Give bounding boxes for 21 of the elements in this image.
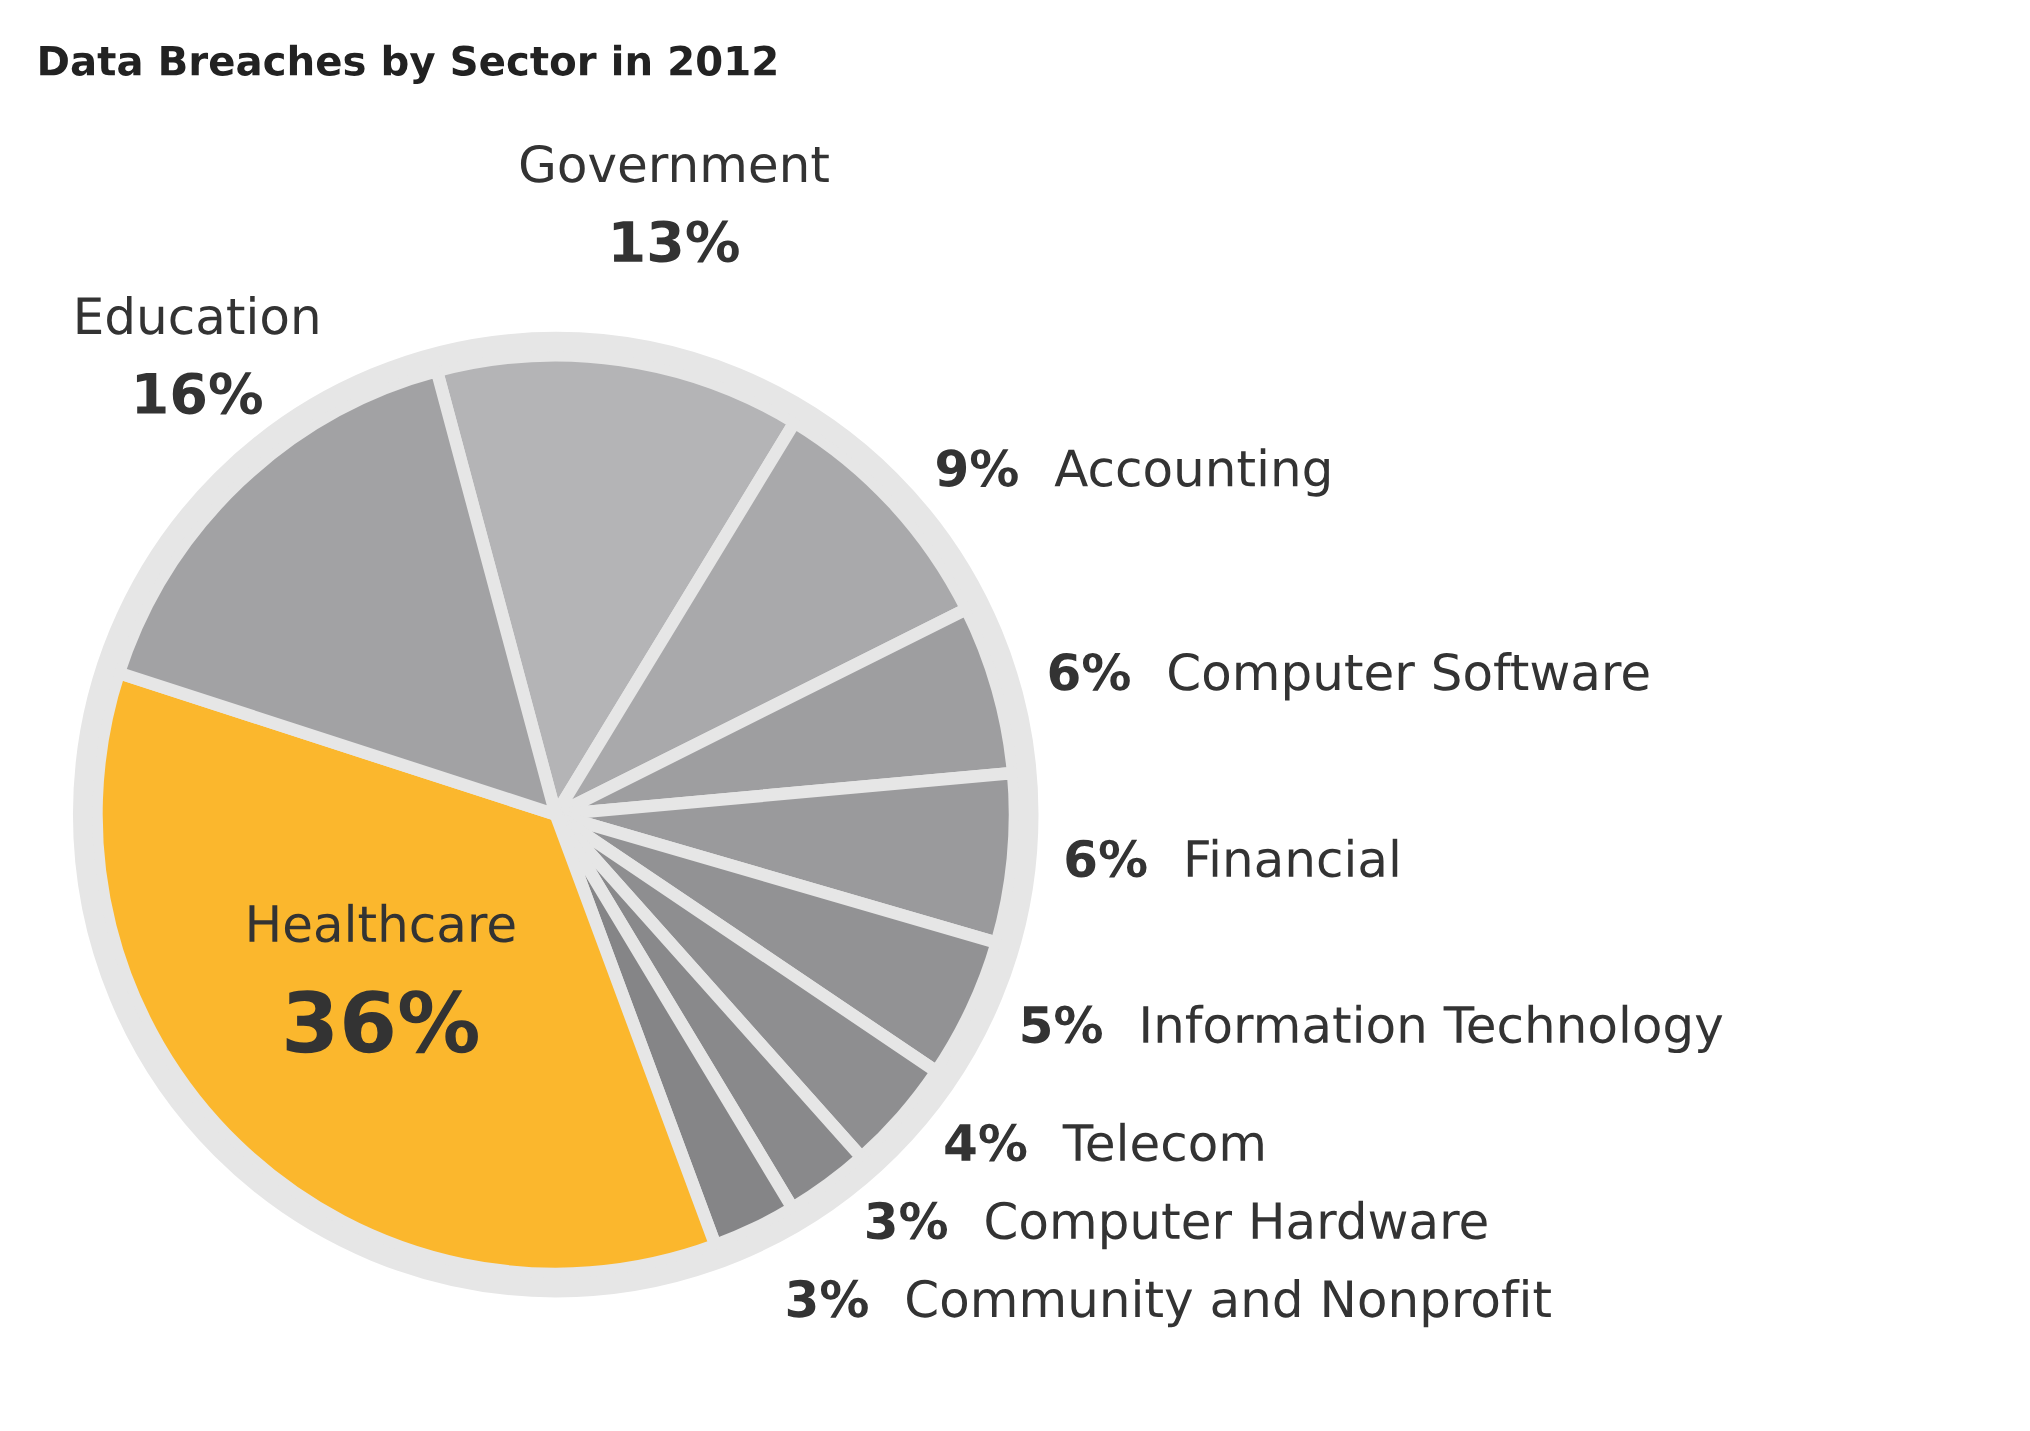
slice-label: Computer Hardware: [986, 1200, 1487, 1250]
data-label: 36%: [286, 990, 478, 1054]
data-label: 6%: [1066, 839, 1147, 878]
slice-label: Accounting: [1054, 448, 1329, 497]
chart-title: Data Breaches by Sector in 2012: [40, 44, 776, 85]
data-label: 4%: [945, 1123, 1027, 1162]
data-label: 16%: [136, 372, 262, 415]
slice-label: Healthcare: [249, 903, 515, 943]
data-label: 3%: [787, 1279, 868, 1318]
data-label: 5%: [1022, 1005, 1102, 1044]
slice-label: Computer Software: [1169, 652, 1649, 701]
data-label: 9%: [937, 449, 1018, 487]
data-label: 6%: [1049, 652, 1130, 691]
slice-label: Education: [77, 296, 318, 335]
slice-label: Financial: [1187, 838, 1398, 878]
data-label: 3%: [867, 1201, 948, 1240]
slice-label: Information Technology: [1143, 1004, 1723, 1054]
data-label: 13%: [613, 220, 739, 263]
slice-label: Community and Nonprofit: [907, 1278, 1551, 1328]
slice-label: Telecom: [1062, 1122, 1263, 1162]
slice-label: Government: [520, 144, 829, 183]
